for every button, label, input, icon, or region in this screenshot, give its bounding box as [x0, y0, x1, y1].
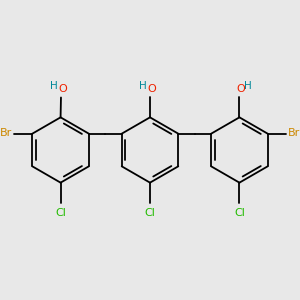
Text: O: O [236, 84, 245, 94]
Text: H: H [139, 81, 147, 91]
Text: O: O [58, 84, 67, 94]
Text: Br: Br [0, 128, 13, 138]
Text: Cl: Cl [234, 208, 245, 218]
Text: Cl: Cl [55, 208, 66, 218]
Text: Cl: Cl [145, 208, 155, 218]
Text: H: H [244, 81, 252, 91]
Text: O: O [147, 84, 156, 94]
Text: Br: Br [287, 128, 300, 138]
Text: H: H [50, 81, 58, 91]
